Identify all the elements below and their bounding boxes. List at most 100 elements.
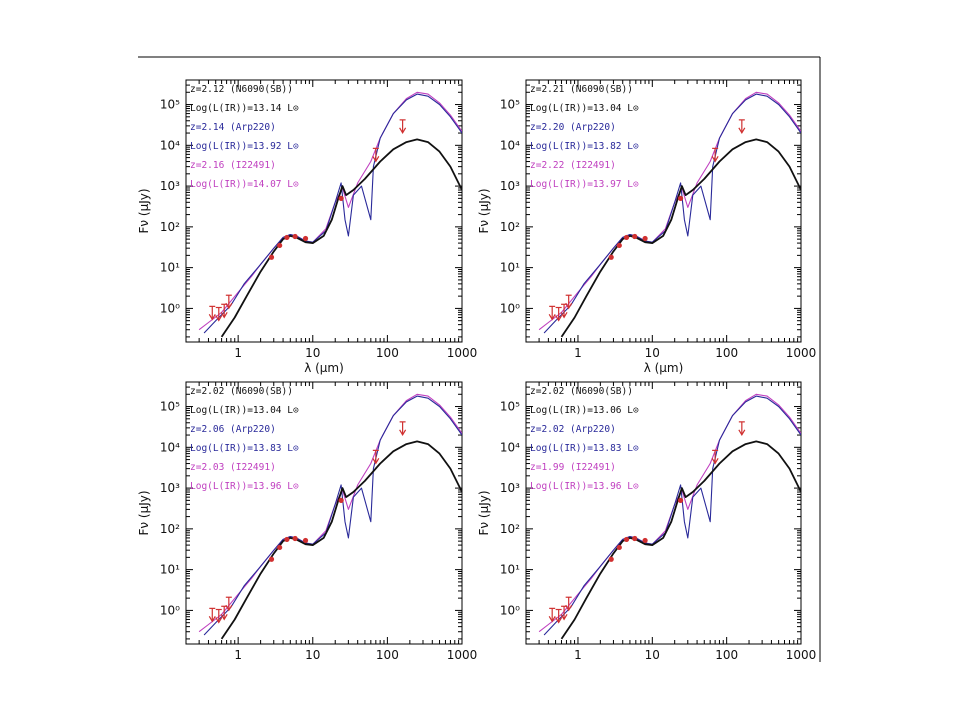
legend-entry: z=2.16 (I22491)	[190, 160, 276, 171]
upper-limit-arrow	[372, 156, 380, 163]
x-tick-label: 100	[715, 648, 738, 662]
photometry-point	[284, 536, 290, 543]
y-tick-label: 10⁰	[160, 301, 180, 315]
upper-limit-arrow	[399, 127, 407, 135]
legend-entry: Log(L(IR))=13.96 L⊙	[530, 481, 639, 492]
plot-frame	[185, 381, 463, 645]
x-tick-label: 1000	[786, 346, 817, 360]
upper-limit-arrow	[555, 315, 563, 322]
x-axis-label: λ (μm)	[644, 361, 684, 375]
plot-frame	[525, 79, 802, 343]
y-tick-label: 10⁵	[500, 98, 520, 112]
legend-entry: Log(L(IR))=13.96 L⊙	[190, 481, 299, 492]
x-tick-label: 10	[645, 648, 660, 662]
x-tick-label: 10	[305, 346, 320, 360]
n6090-sed-curve	[560, 440, 801, 640]
photometry-point	[292, 233, 298, 240]
photometry-point	[677, 195, 684, 201]
y-tick-label: 10⁰	[500, 301, 520, 315]
upper-limit-arrow	[399, 429, 407, 437]
y-tick-label: 10⁰	[160, 603, 180, 617]
sed-panel-3: 1 10 100 1000 10⁰ 10¹ 10² 10³ 10⁴ 10⁵ Fν (μJy) z=2.…	[137, 381, 478, 662]
upper-limit-arrow	[560, 613, 568, 621]
x-axis-label: λ (μm)	[304, 361, 344, 375]
y-tick-label: 10¹	[500, 563, 520, 577]
y-axis-label: Fν (μJy)	[137, 490, 151, 535]
upper-limit-arrow	[220, 613, 228, 621]
legend-entry: z=2.02 (N6090(SB))	[190, 386, 293, 397]
photometry-point	[302, 537, 309, 544]
y-axis-label: Fν (μJy)	[477, 188, 491, 233]
x-tick-label: 1000	[447, 346, 478, 360]
x-tick-label: 1	[574, 346, 582, 360]
upper-limit-arrow	[565, 302, 573, 310]
y-tick-label: 10³	[500, 179, 520, 193]
upper-limit-arrow	[225, 604, 233, 612]
upper-limit-arrow	[711, 156, 719, 163]
arp220-sed-curve	[203, 395, 462, 636]
photometry-point	[608, 556, 614, 562]
x-tick-label: 1	[574, 648, 582, 662]
plot-frame	[525, 381, 802, 645]
upper-limit-arrow	[565, 604, 573, 612]
arp220-sed-curve	[203, 93, 462, 334]
x-tick-label: 10	[645, 346, 660, 360]
legend-entry: Log(L(IR))=13.83 L⊙	[190, 443, 299, 454]
legend-entry: z=2.20 (Arp220)	[530, 122, 616, 133]
upper-limit-arrow	[560, 311, 568, 319]
legend-entry: z=2.12 (N6090(SB))	[190, 84, 293, 95]
y-tick-label: 10⁵	[160, 98, 180, 112]
y-tick-label: 10³	[160, 481, 180, 495]
plot-frame	[185, 79, 463, 343]
x-tick-label: 100	[376, 346, 399, 360]
sed-panel-1: 1 10 100 1000 10⁰ 10¹ 10² 10³ 10⁴ 10⁵ Fν (μJy) λ (μ…	[137, 79, 478, 375]
x-tick-label: 1	[234, 648, 242, 662]
legend-entry: Log(L(IR))=13.04 L⊙	[530, 103, 639, 114]
y-tick-label: 10¹	[500, 261, 520, 275]
upper-limit-arrow	[208, 616, 216, 623]
x-tick-label: 1000	[447, 648, 478, 662]
x-tick-label: 10	[305, 648, 320, 662]
legend-entry: z=2.06 (Arp220)	[190, 424, 276, 435]
photometry-point	[623, 234, 630, 241]
upper-limit-arrow	[220, 311, 228, 319]
legend-entry: Log(L(IR))=14.07 L⊙	[190, 179, 299, 190]
upper-limit-arrow	[215, 315, 223, 322]
photometry-point	[677, 497, 684, 503]
photometry-point	[284, 234, 290, 241]
y-tick-label: 10¹	[160, 261, 180, 275]
upper-limit-arrow	[372, 458, 380, 465]
y-tick-label: 10²	[160, 220, 180, 234]
upper-limit-arrow	[208, 314, 216, 321]
sed-panel-4: 1 10 100 1000 10⁰ 10¹ 10² 10³ 10⁴ 10⁵ Fν (μJy) z=2.…	[477, 381, 817, 662]
photometry-point	[642, 537, 648, 544]
upper-limit-arrow	[711, 458, 719, 465]
legend-entry: Log(L(IR))=13.82 L⊙	[530, 141, 639, 152]
legend-entry: Log(L(IR))=13.14 L⊙	[190, 103, 299, 114]
photometry-point	[338, 497, 344, 503]
curve-group	[538, 91, 801, 338]
y-tick-label: 10³	[500, 481, 520, 495]
n6090-sed-curve	[220, 138, 462, 338]
x-tick-label: 1000	[786, 648, 817, 662]
photometry-point	[277, 544, 283, 551]
y-tick-label: 10²	[500, 522, 520, 536]
photometry-point	[268, 556, 275, 562]
photometry-point	[277, 242, 283, 249]
y-tick-label: 10⁵	[160, 400, 180, 414]
y-tick-label: 10³	[160, 179, 180, 193]
photometry-point	[616, 544, 622, 551]
y-tick-label: 10⁴	[160, 138, 180, 152]
legend-entry: z=2.14 (Arp220)	[190, 122, 276, 133]
legend-entry: z=2.21 (N6090(SB))	[530, 84, 633, 95]
legend-entry: Log(L(IR))=13.97 L⊙	[530, 179, 639, 190]
x-tick-label: 100	[715, 346, 738, 360]
y-tick-label: 10⁴	[500, 440, 520, 454]
photometry-point	[616, 242, 622, 249]
y-axis-label: Fν (μJy)	[477, 490, 491, 535]
legend-entry: z=1.99 (I22491)	[530, 462, 616, 473]
photometry-point	[632, 535, 638, 542]
n6090-sed-curve	[560, 138, 801, 338]
n6090-sed-curve	[220, 440, 462, 640]
arp220-sed-curve	[543, 395, 801, 636]
